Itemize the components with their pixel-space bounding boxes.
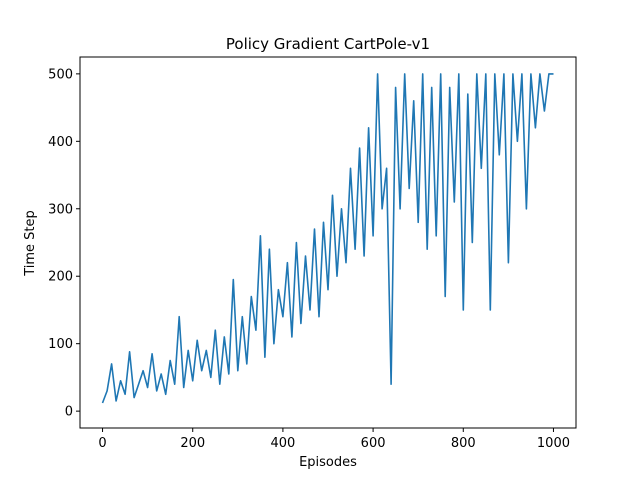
- y-tick-label: 400: [48, 135, 73, 150]
- x-axis-ticks: 0 200 400 600 800 1000: [98, 428, 570, 451]
- y-tick-label: 300: [48, 202, 73, 217]
- plot-frame: [79, 56, 577, 429]
- x-tick-label: 400: [270, 436, 295, 451]
- y-tick-label: 0: [65, 405, 73, 420]
- plot-area: [101, 73, 554, 404]
- y-tick-label: 100: [48, 337, 73, 352]
- chart-title: Policy Gradient CartPole-v1: [226, 35, 430, 53]
- x-tick-label: 1000: [537, 436, 570, 451]
- x-tick-label: 0: [98, 436, 106, 451]
- y-axis-ticks: 0 100 200 300 400 500: [48, 67, 80, 420]
- y-tick-label: 200: [48, 270, 73, 285]
- x-tick-label: 800: [451, 436, 476, 451]
- x-tick-label: 200: [180, 436, 205, 451]
- x-axis-label: Episodes: [299, 455, 357, 470]
- y-tick-label: 500: [48, 67, 73, 82]
- x-tick-label: 600: [361, 436, 386, 451]
- series-line-time-step: [101, 73, 554, 404]
- y-axis-label: Time Step: [23, 210, 38, 277]
